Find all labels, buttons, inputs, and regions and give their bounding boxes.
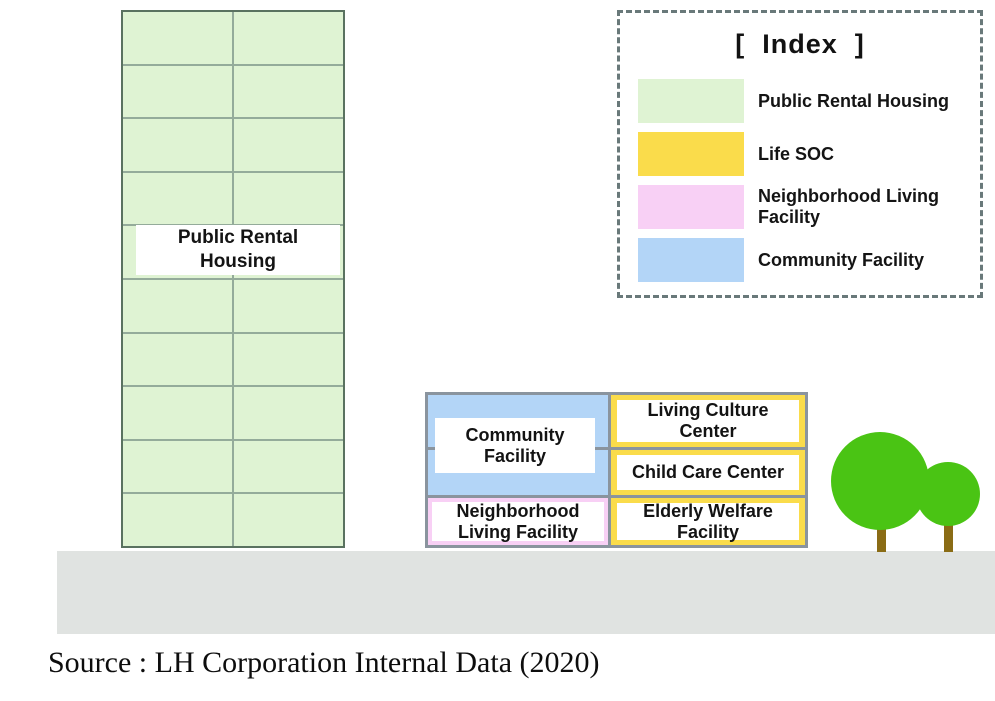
legend-item-life-soc: Life SOC — [638, 132, 970, 176]
tower-unit-cell — [123, 65, 232, 118]
tower-unit-cell — [123, 172, 232, 225]
legend-label-community-facility: Community Facility — [758, 249, 925, 270]
public-rental-housing-tower: Public Rental Housing — [121, 10, 345, 548]
community-facility-text: Community Facility — [465, 424, 565, 466]
tower-unit-cell — [234, 119, 343, 171]
tower-unit-cell — [123, 333, 232, 386]
tower-unit-cell — [123, 279, 232, 332]
tower-unit-cell — [234, 12, 343, 64]
legend-item-public-rental-housing: Public Rental Housing — [638, 79, 970, 123]
tower-unit-cell — [123, 119, 232, 171]
legend-label-public-rental-housing: Public Rental Housing — [758, 90, 950, 111]
legend-label-neighborhood-living-facility: Neighborhood Living Facility — [758, 186, 939, 227]
tower-unit-cell — [123, 387, 232, 439]
child-care-center-label: Child Care Center — [617, 455, 799, 490]
facility-building: Community Facility Neighborhood Living F… — [425, 392, 808, 548]
tower-label-text: Public Rental Housing — [177, 227, 299, 272]
tower-unit-cell — [123, 440, 232, 493]
living-culture-center-label: Living Culture Center — [617, 400, 799, 442]
tower-unit-grid — [123, 12, 343, 546]
neighborhood-living-facility-label: Neighborhood Living Facility — [432, 500, 604, 542]
tower-unit-cell — [234, 279, 343, 332]
legend-title: [ Index ] — [735, 29, 865, 59]
elderly-welfare-facility-label: Elderly Welfare Facility — [617, 500, 799, 542]
living-culture-center-text: Living Culture Center — [647, 400, 769, 441]
tower-label: Public Rental Housing — [136, 225, 340, 275]
tower-unit-cell — [123, 12, 232, 64]
tree-canopy-small — [916, 462, 980, 526]
tree-canopy-large — [831, 432, 929, 530]
tower-unit-cell — [234, 387, 343, 439]
tower-unit-cell — [234, 333, 343, 386]
index-legend: [ Index ] Public Rental Housing Life SOC N… — [617, 10, 983, 298]
tower-unit-cell — [234, 494, 343, 546]
living-culture-center-cell: Living Culture Center — [611, 395, 805, 447]
legend-swatch-life-soc — [638, 132, 744, 176]
elderly-welfare-facility-cell: Elderly Welfare Facility — [611, 498, 805, 545]
legend-items: Public Rental Housing Life SOC Neighborhoo… — [638, 79, 970, 291]
tower-unit-cell — [234, 440, 343, 493]
legend-swatch-community-facility — [638, 238, 744, 282]
tree-trunk-large — [877, 524, 886, 552]
source-caption: Source : LH Corporation Internal Data (2… — [48, 646, 600, 679]
legend-label-life-soc: Life SOC — [758, 143, 835, 164]
child-care-center-text: Child Care Center — [631, 462, 785, 482]
neighborhood-living-facility-text: Neighborhood Living Facility — [456, 500, 580, 542]
community-facility-label: Community Facility — [435, 418, 595, 473]
legend-item-community-facility: Community Facility — [638, 238, 970, 282]
tower-unit-cell — [234, 65, 343, 118]
tower-unit-cell — [234, 172, 343, 225]
facility-row-divider-2 — [428, 495, 805, 498]
facility-row-divider-1 — [428, 447, 805, 450]
legend-item-neighborhood-living-facility: Neighborhood Living Facility — [638, 185, 970, 229]
facility-column-divider — [608, 395, 611, 545]
legend-swatch-public-rental-housing — [638, 79, 744, 123]
legend-swatch-neighborhood-living-facility — [638, 185, 744, 229]
tower-unit-cell — [123, 494, 232, 546]
child-care-center-cell: Child Care Center — [611, 450, 805, 495]
elderly-welfare-facility-text: Elderly Welfare Facility — [643, 500, 773, 542]
tree-trunk-small — [944, 524, 953, 552]
ground — [57, 551, 995, 634]
neighborhood-living-facility-cell: Neighborhood Living Facility — [428, 498, 608, 545]
